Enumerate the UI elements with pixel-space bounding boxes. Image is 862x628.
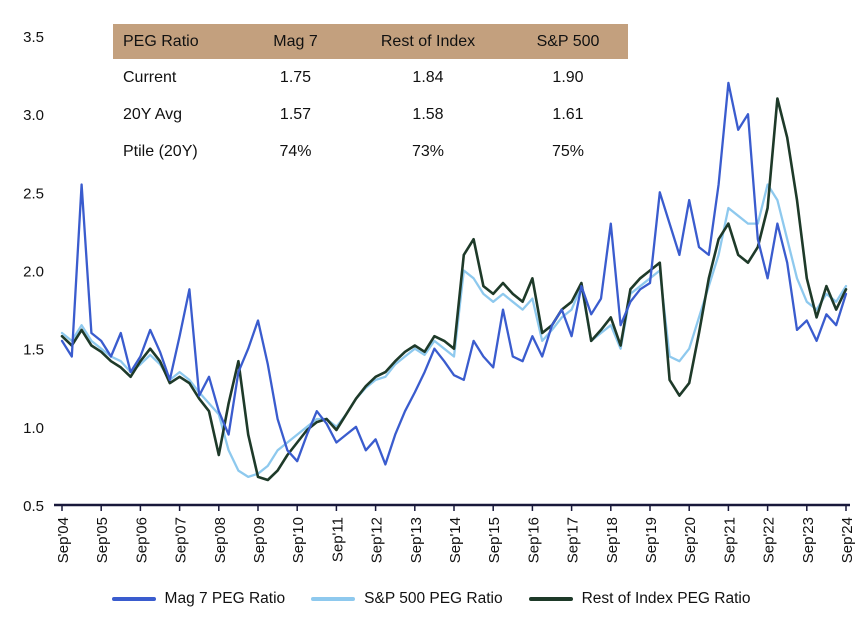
table-row-ptile: Ptile (20Y) 74% 73% 75% xyxy=(113,133,628,170)
ptile-rest: 73% xyxy=(411,142,445,160)
sp500-line-swatch-icon xyxy=(311,597,356,601)
ptile-mag7: 74% xyxy=(279,142,312,160)
svg-text:Sep'23: Sep'23 xyxy=(800,517,817,563)
svg-text:Sep'04: Sep'04 xyxy=(55,517,72,563)
header-sp500: S&P 500 xyxy=(536,32,600,50)
svg-text:Sep'08: Sep'08 xyxy=(212,517,229,563)
table-row-current: Current 1.75 1.84 1.90 xyxy=(113,59,628,96)
legend-label-mag7: Mag 7 PEG Ratio xyxy=(164,590,286,607)
avg-mag7: 1.57 xyxy=(279,105,312,123)
svg-text:0.5: 0.5 xyxy=(23,498,44,515)
header-rest-of-index: Rest of Index xyxy=(380,32,476,50)
svg-text:Sep'15: Sep'15 xyxy=(486,517,503,563)
legend-label-rest-of-index: Rest of Index PEG Ratio xyxy=(581,590,751,607)
legend-item-rest-of-index: Rest of Index PEG Ratio xyxy=(528,590,751,608)
current-mag7: 1.75 xyxy=(279,68,312,86)
svg-text:Sep'14: Sep'14 xyxy=(447,517,464,563)
svg-text:2.0: 2.0 xyxy=(23,264,44,281)
svg-text:Sep'19: Sep'19 xyxy=(643,517,660,563)
peg-ratio-line-chart: 0.5 1.0 1.5 2.0 2.5 3.0 3.5 Sep'04 Sep'05 Sep'06 S… xyxy=(23,29,856,563)
header-mag7: Mag 7 xyxy=(273,32,318,50)
legend-item-mag7: Mag 7 PEG Ratio xyxy=(111,590,286,608)
svg-text:Sep'24: Sep'24 xyxy=(839,517,856,563)
svg-text:1.5: 1.5 xyxy=(23,342,44,359)
table-row-20y-avg: 20Y Avg 1.57 1.58 1.61 xyxy=(113,96,628,133)
svg-text:Sep'07: Sep'07 xyxy=(173,517,190,563)
ptile-sp500: 75% xyxy=(551,142,585,160)
svg-text:Sep'11: Sep'11 xyxy=(329,517,346,562)
svg-text:2.5: 2.5 xyxy=(23,185,44,202)
svg-text:3.5: 3.5 xyxy=(23,29,44,46)
mag7-line-swatch-icon xyxy=(111,597,156,601)
svg-text:Sep'18: Sep'18 xyxy=(604,517,621,563)
svg-text:Sep'06: Sep'06 xyxy=(133,517,150,563)
row-label: 20Y Avg xyxy=(123,105,183,123)
svg-text:Sep'20: Sep'20 xyxy=(682,517,699,563)
svg-text:Sep'12: Sep'12 xyxy=(369,517,386,563)
svg-text:Sep'17: Sep'17 xyxy=(565,517,582,563)
header-peg-ratio: PEG Ratio xyxy=(123,32,199,50)
current-rest: 1.84 xyxy=(412,68,444,86)
row-label: Ptile (20Y) xyxy=(123,142,198,160)
svg-text:1.0: 1.0 xyxy=(23,420,44,437)
legend-label-sp500: S&P 500 PEG Ratio xyxy=(364,590,503,607)
rest-of-index-line-swatch-icon xyxy=(528,597,573,601)
svg-text:Sep'10: Sep'10 xyxy=(290,517,307,563)
svg-text:Sep'22: Sep'22 xyxy=(761,517,778,563)
svg-text:Sep'09: Sep'09 xyxy=(251,517,268,563)
svg-text:Sep'21: Sep'21 xyxy=(721,517,738,563)
table-header-row: PEG Ratio Mag 7 Rest of Index S&P 500 xyxy=(113,24,628,59)
avg-sp500: 1.61 xyxy=(552,105,584,123)
svg-text:Sep'16: Sep'16 xyxy=(525,517,542,563)
svg-text:Sep'05: Sep'05 xyxy=(94,517,111,563)
svg-text:Sep'13: Sep'13 xyxy=(408,517,425,563)
chart-legend: Mag 7 PEG Ratio S&P 500 PEG Ratio Rest o… xyxy=(0,590,862,608)
svg-text:3.0: 3.0 xyxy=(23,107,44,124)
legend-item-sp500: S&P 500 PEG Ratio xyxy=(311,590,503,608)
row-label: Current xyxy=(123,68,177,86)
current-sp500: 1.90 xyxy=(552,68,584,86)
avg-rest: 1.58 xyxy=(412,105,444,123)
peg-ratio-summary-table: PEG Ratio Mag 7 Rest of Index S&P 500 Cu… xyxy=(113,24,628,170)
